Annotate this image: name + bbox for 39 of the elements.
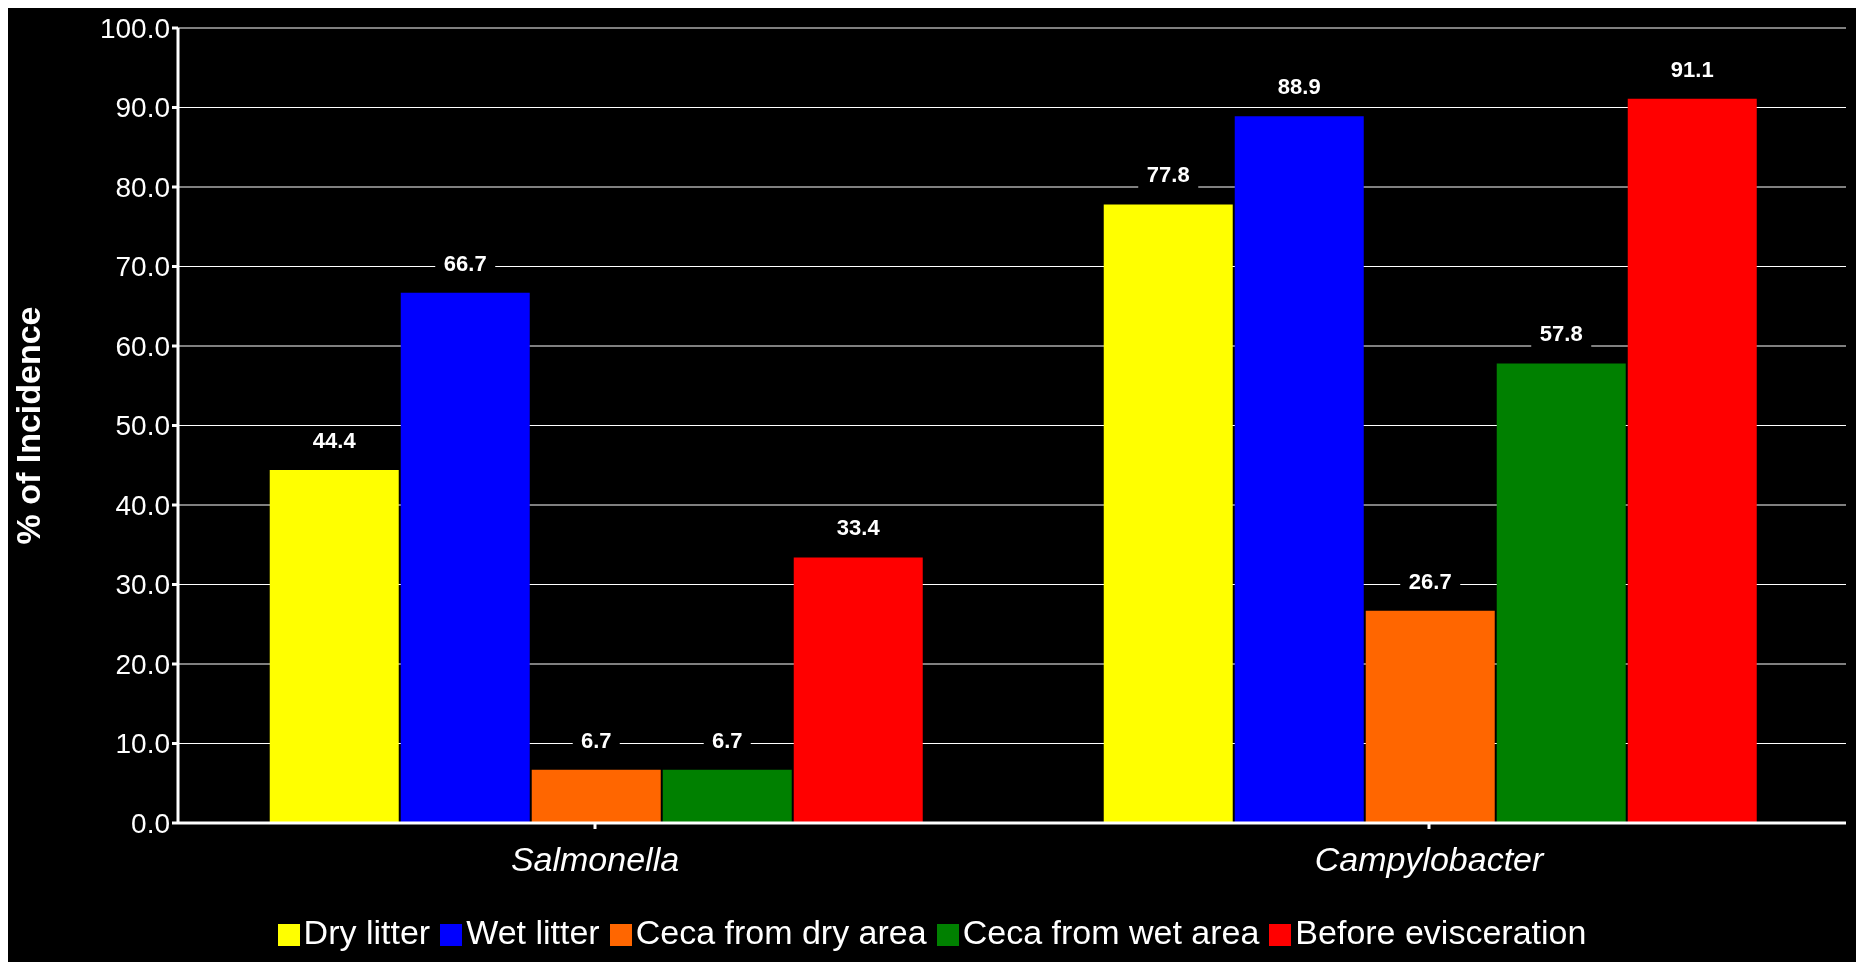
bar xyxy=(1103,204,1233,823)
y-tick-label: 10.0 xyxy=(115,728,170,760)
y-tick-label: 60.0 xyxy=(115,330,170,362)
y-tick-label: 0.0 xyxy=(131,807,170,839)
data-label: 6.7 xyxy=(580,727,612,753)
y-tick-label: 80.0 xyxy=(115,171,170,203)
data-label: 26.7 xyxy=(1408,568,1452,594)
data-label: 66.7 xyxy=(443,250,487,276)
y-tick-label: 100.0 xyxy=(99,12,170,44)
y-axis-title: % of Incidence xyxy=(9,306,48,545)
x-tick-label: Salmonella xyxy=(510,840,680,878)
data-label: 44.4 xyxy=(312,428,357,454)
bar xyxy=(1365,610,1495,823)
bar xyxy=(662,769,792,823)
bar xyxy=(269,470,399,823)
legend-label: Ceca from dry area xyxy=(635,913,927,951)
data-label: 57.8 xyxy=(1539,321,1583,347)
legend-label: Wet litter xyxy=(466,913,600,951)
data-label: 77.8 xyxy=(1146,162,1190,188)
y-tick-label: 50.0 xyxy=(115,410,170,442)
legend-label: Before evisceration xyxy=(1295,913,1587,951)
data-label: 6.7 xyxy=(711,727,743,753)
data-label: 88.9 xyxy=(1277,74,1321,100)
bar xyxy=(531,769,661,823)
y-tick-label: 20.0 xyxy=(115,648,170,680)
x-tick-label: Campylobacter xyxy=(1314,840,1545,878)
legend-label: Ceca from wet area xyxy=(962,913,1260,951)
data-label: 91.1 xyxy=(1670,56,1714,82)
bar xyxy=(400,292,530,823)
bar xyxy=(1627,98,1757,823)
y-tick-label: 40.0 xyxy=(115,489,170,521)
y-tick-label: 70.0 xyxy=(115,251,170,283)
data-label: 33.4 xyxy=(836,515,881,541)
y-tick-label: 90.0 xyxy=(115,92,170,124)
bar xyxy=(1496,363,1626,823)
bar xyxy=(1234,116,1364,823)
bar xyxy=(793,557,923,823)
y-tick-label: 30.0 xyxy=(115,569,170,601)
legend-label: Dry litter xyxy=(303,913,431,951)
